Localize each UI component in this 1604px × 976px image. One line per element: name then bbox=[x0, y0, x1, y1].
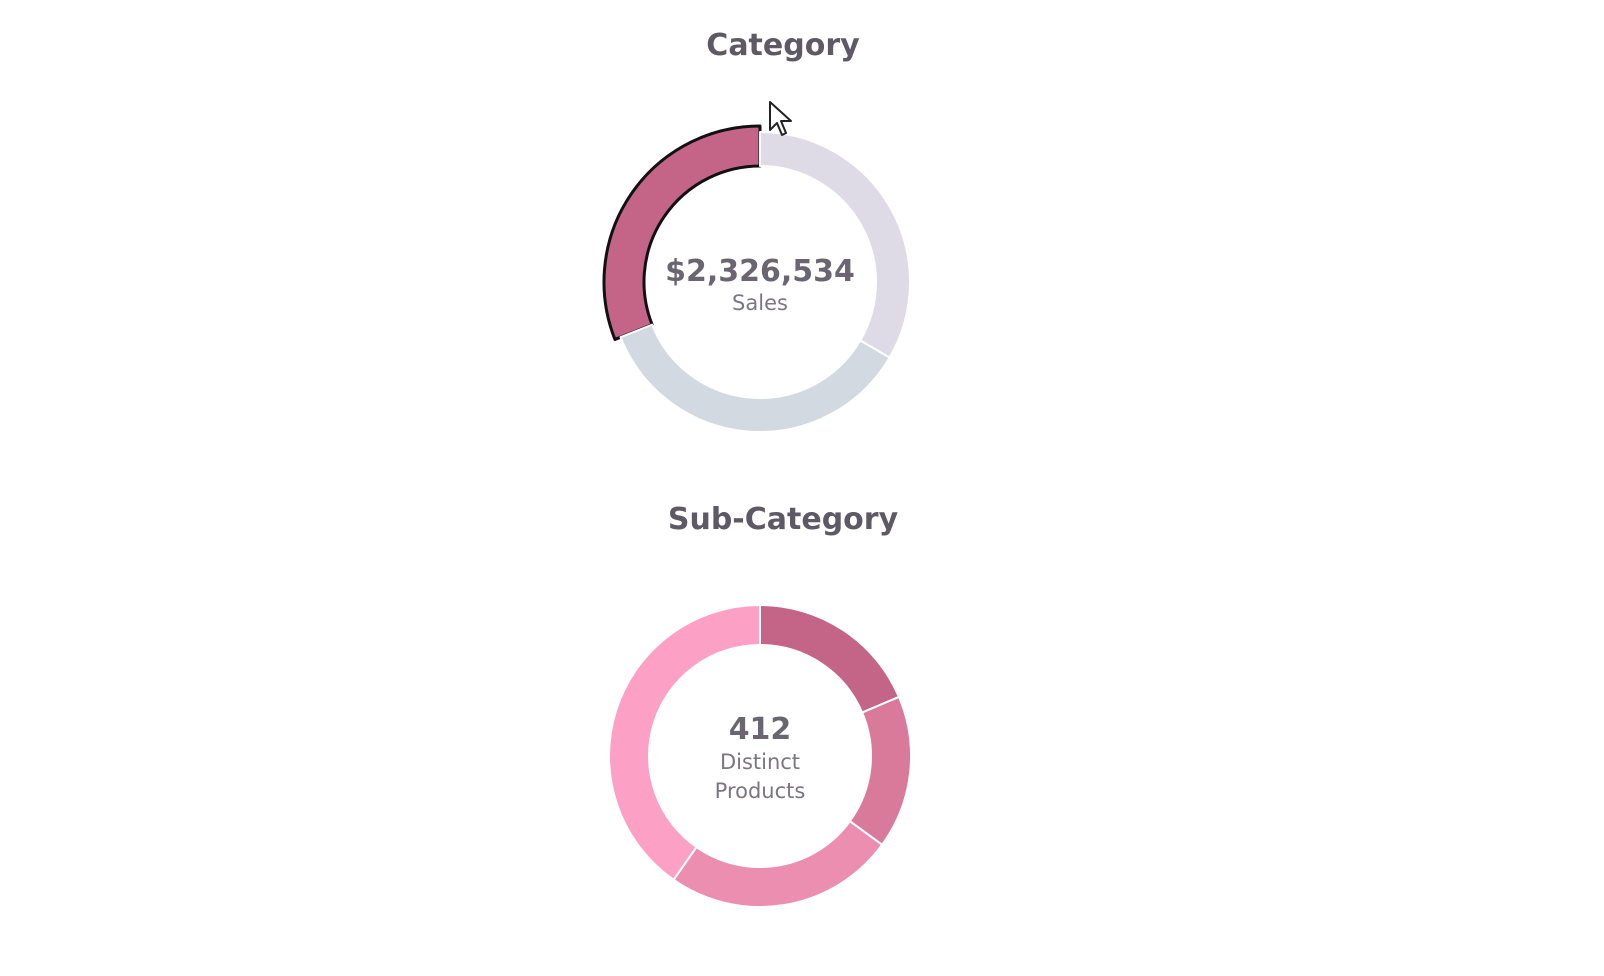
subcategory-slice-3[interactable] bbox=[672, 820, 884, 908]
subcategory-center-label-line2: Products bbox=[715, 779, 806, 803]
category-slice-1[interactable] bbox=[602, 124, 762, 341]
subcategory-slice-4[interactable] bbox=[608, 604, 761, 881]
category-slice-2[interactable] bbox=[619, 323, 891, 433]
category-slice-3[interactable] bbox=[759, 131, 911, 359]
category-center-label: Sales bbox=[732, 291, 788, 315]
category-center-value: $2,326,534 bbox=[665, 254, 855, 289]
subcategory-chart-title: Sub-Category bbox=[667, 502, 899, 537]
subcategory-slice-2[interactable] bbox=[848, 695, 912, 846]
mouse-cursor-icon bbox=[769, 101, 792, 136]
subcategory-slice-1[interactable] bbox=[759, 604, 900, 714]
subcategory-center-label-line1: Distinct bbox=[720, 750, 800, 774]
category-chart-title: Category bbox=[706, 28, 860, 63]
subcategory-center-value: 412 bbox=[729, 712, 792, 747]
